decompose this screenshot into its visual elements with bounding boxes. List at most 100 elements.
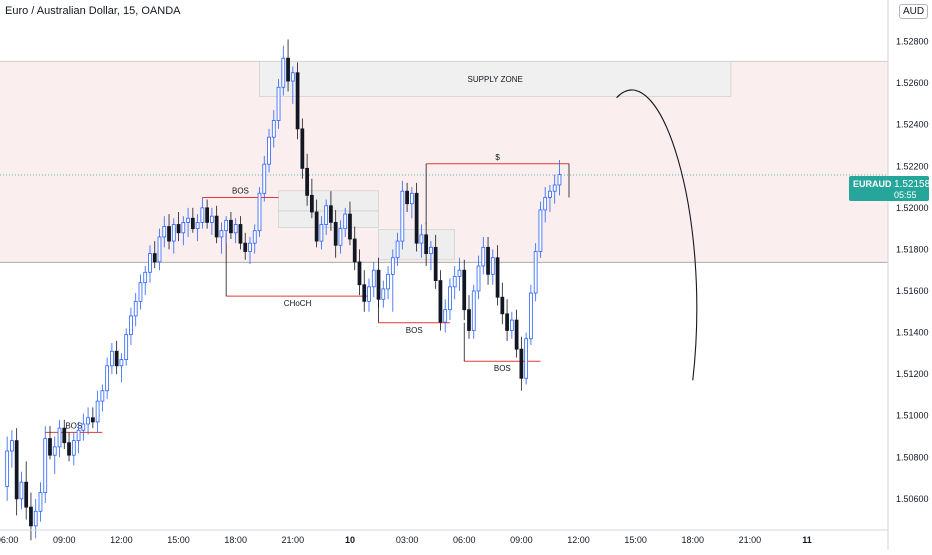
candle-body (252, 230, 257, 244)
level-label: CHoCH (284, 299, 312, 308)
candle-body (329, 205, 333, 223)
candle-body (395, 240, 400, 259)
candle-body (309, 194, 314, 213)
candle-body (343, 213, 348, 230)
levels-layer: BOS BOS CHoCH BOS BOS $ (45, 153, 570, 433)
candle-body (67, 442, 71, 456)
candle-body (452, 276, 457, 288)
candle-body (543, 197, 548, 211)
candle-body (76, 429, 81, 442)
x-tick-label: 11 (802, 535, 812, 545)
projection-path (616, 89, 698, 381)
level-label: BOS (406, 326, 423, 335)
price-tag-countdown: 05:55 (894, 190, 917, 200)
x-tick-label: 10 (345, 535, 355, 545)
candle-body (381, 288, 386, 300)
x-tick-label: 15:00 (624, 535, 647, 545)
x-tick-label: 21:00 (282, 535, 305, 545)
y-tick-label: 1.52000 (896, 203, 929, 213)
candle-body (62, 427, 67, 444)
candle-body (476, 265, 481, 292)
zone-box (259, 61, 732, 97)
candle-body (229, 219, 233, 234)
y-tick-label: 1.51000 (896, 411, 929, 421)
candle-body (243, 242, 248, 252)
candles-layer (5, 39, 562, 541)
candle-body (38, 492, 43, 512)
currency-button[interactable]: AUD (899, 4, 929, 19)
candle-body (200, 207, 205, 223)
candle-body (490, 257, 495, 275)
y-tick-label: 1.51400 (896, 328, 929, 338)
candle-body (238, 224, 243, 244)
candle-body (81, 423, 86, 431)
candle-body (371, 269, 376, 288)
candle-body (157, 236, 162, 263)
candle-body (286, 57, 290, 82)
candle-body (443, 309, 448, 323)
candle-body (100, 390, 105, 402)
candle-body (52, 446, 57, 456)
candle-body (405, 190, 409, 205)
candle-body (162, 226, 167, 238)
candle-body (129, 315, 133, 336)
candle-body (357, 261, 362, 286)
candle-body (267, 136, 271, 165)
candle-body (433, 246, 438, 281)
y-tick-label: 1.52400 (896, 120, 929, 130)
candle-body (500, 296, 505, 315)
candle-body (414, 192, 419, 244)
y-tick-label: 1.51200 (896, 369, 929, 379)
candle-body (114, 350, 119, 367)
candle-body (176, 224, 181, 234)
candle-body (438, 280, 443, 323)
candle-body (457, 269, 462, 277)
level-label: BOS (65, 421, 82, 430)
candle-body (95, 400, 100, 423)
candle-body (124, 334, 129, 360)
candle-body (143, 271, 148, 284)
candle-body (533, 251, 538, 294)
candle-body (14, 440, 19, 500)
candle-body (557, 174, 562, 186)
candle-body (429, 246, 433, 254)
candle-body (305, 167, 309, 196)
candle-body (105, 365, 110, 392)
candle-body (548, 190, 552, 198)
y-tick-label: 1.52600 (896, 78, 929, 88)
candle-body (324, 205, 329, 225)
y-tick-label: 1.51600 (896, 286, 929, 296)
candle-body (486, 246, 490, 275)
candle-body (19, 481, 24, 500)
candle-body (257, 192, 262, 232)
candle-body (367, 286, 371, 302)
candle-body (219, 230, 224, 238)
candle-body (271, 120, 276, 138)
candle-body (376, 269, 381, 300)
y-tick-label: 1.50600 (896, 494, 929, 504)
candle-body (471, 290, 476, 331)
candle-body (138, 282, 143, 302)
candle-body (205, 207, 209, 223)
candle-body (333, 221, 338, 246)
candle-body (419, 234, 424, 244)
candle-body (362, 284, 367, 302)
candle-body (281, 57, 286, 88)
candle-body (290, 72, 295, 82)
x-tick-label: 09:00 (510, 535, 533, 545)
candle-body (195, 221, 200, 230)
x-tick-label: 21:00 (739, 535, 762, 545)
candle-body (214, 215, 219, 238)
candle-body (467, 309, 471, 331)
candle-body (181, 221, 186, 234)
candle-body (167, 226, 171, 242)
candle-body (90, 417, 95, 423)
x-tick-label: 12:00 (110, 535, 133, 545)
x-tick-label: 18:00 (682, 535, 705, 545)
projection-layer (616, 89, 698, 381)
x-tick-label: 12:00 (567, 535, 590, 545)
candle-body (276, 86, 281, 121)
candle-body (319, 224, 324, 242)
